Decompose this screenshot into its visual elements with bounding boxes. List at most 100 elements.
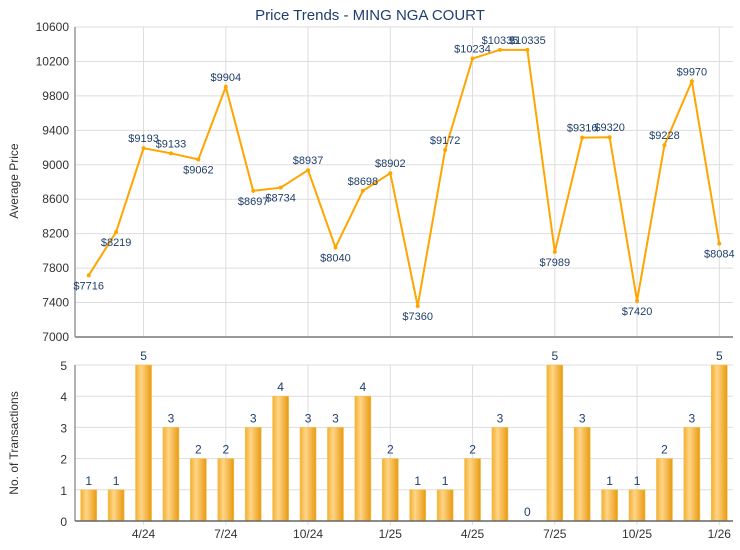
bar-label: 5 xyxy=(716,349,723,363)
bar xyxy=(491,427,509,522)
data-point xyxy=(635,298,640,303)
x-tick-label: 4/25 xyxy=(461,527,485,541)
y-tick-label: 7400 xyxy=(42,296,69,310)
bar xyxy=(299,427,317,522)
bar-label: 3 xyxy=(305,411,312,425)
y-tick-label: 9800 xyxy=(42,89,69,103)
data-point xyxy=(168,151,173,156)
data-label: $7360 xyxy=(402,311,433,323)
y-tick-label: 2 xyxy=(60,453,67,467)
y-tick-label: 10200 xyxy=(36,54,70,68)
bar xyxy=(217,458,235,522)
data-point xyxy=(580,135,585,140)
bar-label: 5 xyxy=(140,349,147,363)
x-tick-label: 4/24 xyxy=(132,527,156,541)
data-label: $9228 xyxy=(649,130,680,142)
bar xyxy=(710,364,728,522)
bar-label: 4 xyxy=(277,380,284,394)
data-point xyxy=(470,56,475,61)
bar xyxy=(628,489,646,522)
y-tick-label: 9400 xyxy=(42,123,69,137)
bar xyxy=(272,395,289,522)
bar-label: 3 xyxy=(579,411,586,425)
bar-label: 1 xyxy=(85,474,92,488)
data-point xyxy=(443,147,448,152)
data-point xyxy=(141,146,146,151)
data-label: $8084 xyxy=(704,249,735,261)
bar xyxy=(162,427,180,522)
bar-label: 1 xyxy=(634,474,641,488)
bar-label: 2 xyxy=(661,443,668,457)
chart-title: Price Trends - MING NGA COURT xyxy=(255,7,485,24)
data-point xyxy=(388,171,393,176)
x-tick-label: 7/24 xyxy=(214,527,238,541)
bar xyxy=(409,489,427,522)
y-tick-label: 7000 xyxy=(42,330,69,344)
data-label: $9316 xyxy=(567,123,598,135)
bar-label: 1 xyxy=(606,474,613,488)
bar xyxy=(190,458,207,522)
x-tick-label: 7/25 xyxy=(543,527,567,541)
bar-label: 2 xyxy=(195,443,202,457)
bar-label: 3 xyxy=(332,411,339,425)
bar-label: 3 xyxy=(497,411,504,425)
x-tick-label: 1/25 xyxy=(379,527,403,541)
y-tick-label: 9000 xyxy=(42,158,69,172)
y-tick-label: 10600 xyxy=(36,20,70,34)
data-label: $9904 xyxy=(210,72,241,84)
bar xyxy=(354,395,372,522)
data-point xyxy=(689,79,694,84)
bar xyxy=(656,458,673,522)
data-point xyxy=(525,47,530,52)
data-point xyxy=(607,135,612,140)
bar-label: 1 xyxy=(113,474,120,488)
data-point xyxy=(333,245,338,250)
bar-label: 2 xyxy=(469,443,476,457)
data-point xyxy=(717,241,722,246)
bar-label: 5 xyxy=(551,349,558,363)
data-label: $8734 xyxy=(265,193,296,205)
data-point xyxy=(497,47,502,52)
data-label: $9172 xyxy=(430,135,461,147)
bar xyxy=(80,489,98,522)
data-label: $9320 xyxy=(594,122,625,134)
data-label: $7716 xyxy=(73,280,104,292)
data-point xyxy=(415,304,420,308)
y-tick-label: 0 xyxy=(60,515,67,529)
x-tick-label: 1/26 xyxy=(708,527,732,541)
y-tick-label: 8200 xyxy=(42,227,69,241)
y-axis-label-price: Average Price xyxy=(7,143,21,218)
bar xyxy=(683,427,701,522)
bar xyxy=(327,427,344,522)
data-label: $9193 xyxy=(128,133,159,145)
data-label: $10234 xyxy=(454,44,491,56)
data-point xyxy=(278,185,283,190)
y-tick-label: 5 xyxy=(60,359,67,373)
data-point xyxy=(552,249,557,254)
data-label: $7420 xyxy=(622,306,653,318)
bar xyxy=(107,489,125,522)
bar-label: 3 xyxy=(250,411,257,425)
bar-label: 2 xyxy=(387,443,394,457)
data-point xyxy=(360,188,365,193)
y-tick-label: 8600 xyxy=(42,192,69,206)
y-tick-label: 1 xyxy=(60,484,67,498)
data-label: $8697 xyxy=(238,196,269,208)
data-point xyxy=(306,168,311,173)
data-label: $8937 xyxy=(293,155,324,167)
bar xyxy=(135,364,152,522)
data-label: $8040 xyxy=(320,252,351,264)
y-tick-label: 3 xyxy=(60,421,67,435)
data-point xyxy=(251,188,256,193)
bar xyxy=(244,427,262,522)
bar-label: 0 xyxy=(524,505,531,519)
data-label: $10335 xyxy=(509,35,546,47)
x-tick-label: 10/25 xyxy=(622,527,652,541)
x-tick-label: 10/24 xyxy=(293,527,323,541)
data-label: $10335 xyxy=(482,35,519,47)
bar xyxy=(601,489,618,522)
bar-label: 1 xyxy=(442,474,449,488)
bar xyxy=(573,427,591,522)
